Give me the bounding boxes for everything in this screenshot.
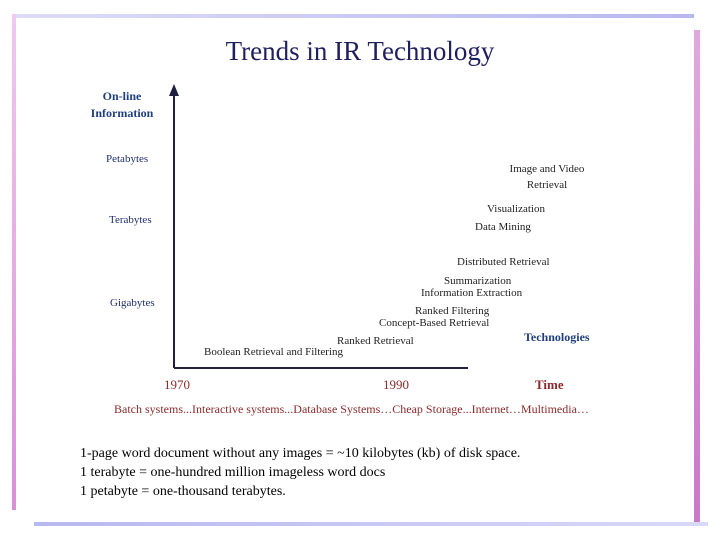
tech-image-video-line1: Image and Video <box>509 163 585 175</box>
y-axis-title-line2: Information <box>90 106 154 120</box>
frame-left-bar <box>12 14 16 510</box>
tech-ranked-retrieval: Ranked Retrieval <box>337 335 414 347</box>
tech-image-video: Image and Video Retrieval <box>480 161 614 193</box>
tech-boolean-retrieval: Boolean Retrieval and Filtering <box>204 346 343 358</box>
y-axis-arrow <box>169 84 179 96</box>
y-axis-title-line1: On-line <box>102 89 142 103</box>
x-label-1990: 1990 <box>383 377 409 392</box>
tech-summarization: Summarization <box>444 275 512 287</box>
slide-title: Trends in IR Technology <box>225 36 495 66</box>
tech-image-video-line2: Retrieval <box>526 179 568 191</box>
frame-right-bar <box>694 30 700 526</box>
tech-concept-based-retrieval: Concept-Based Retrieval <box>379 317 490 329</box>
systems-timeline: Batch systems...Interactive systems...Da… <box>114 402 589 416</box>
note-line-1: 1-page word document without any images … <box>80 446 521 461</box>
tech-ranked-filtering: Ranked Filtering <box>415 305 490 317</box>
y-label-terabytes: Terabytes <box>109 214 152 226</box>
tech-visualization: Visualization <box>487 203 545 215</box>
x-axis-title-time: Time <box>535 377 564 392</box>
y-label-gigabytes: Gigabytes <box>110 297 155 309</box>
y-axis-title: On-line Information <box>72 88 172 122</box>
y-label-petabytes: Petabytes <box>106 153 149 165</box>
tech-information-extraction: Information Extraction <box>421 287 523 299</box>
technologies-header: Technologies <box>524 330 590 344</box>
frame-top-bar <box>12 14 694 18</box>
note-line-3: 1 petabyte = one-thousand terabytes. <box>80 484 286 499</box>
tech-distributed-retrieval: Distributed Retrieval <box>457 256 550 268</box>
note-line-2: 1 terabyte = one-hundred million imagele… <box>80 465 386 480</box>
x-label-1970: 1970 <box>164 377 190 392</box>
notes: 1-page word document without any images … <box>80 444 520 501</box>
tech-data-mining: Data Mining <box>475 221 531 233</box>
frame-bottom-bar <box>34 522 708 526</box>
